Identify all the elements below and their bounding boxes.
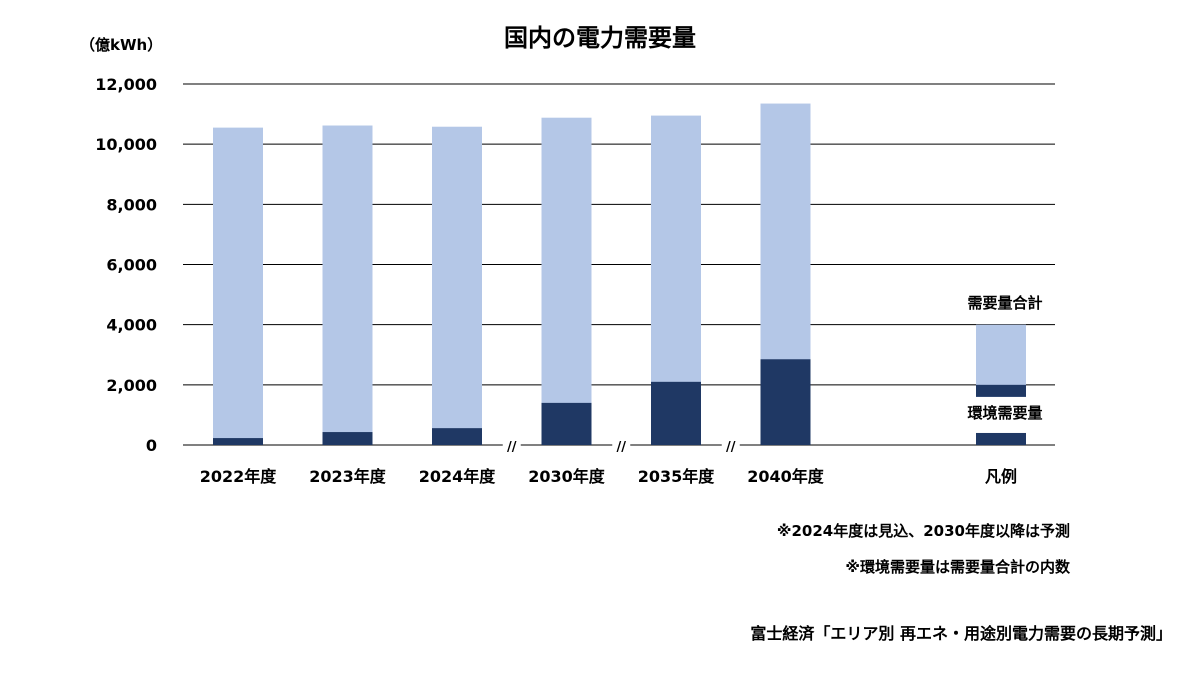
bar-env-2040年度 xyxy=(760,359,811,445)
x-category-label: 2023年度 xyxy=(309,467,387,486)
note-env-subset: ※環境需要量は需要量合計の内数 xyxy=(845,558,1070,576)
legend-total-inner-env xyxy=(976,384,1026,397)
y-tick-label: 0 xyxy=(146,436,157,455)
axis-breaks: // // // xyxy=(502,440,740,455)
bar-env-2024年度 xyxy=(432,428,482,445)
legend-env-swatch xyxy=(976,432,1026,445)
bar-env-2030年度 xyxy=(541,402,592,445)
y-axis-ticks: 0 2,000 4,000 6,000 8,000 10,000 12,000 xyxy=(95,75,157,455)
gridlines xyxy=(183,83,1055,446)
y-tick-label: 8,000 xyxy=(106,195,157,214)
bar-total-2030年度 xyxy=(541,117,592,446)
x-category-label: 2030年度 xyxy=(528,467,606,486)
axis-break-mark: // xyxy=(507,440,517,455)
bar-total-2022年度 xyxy=(213,127,263,445)
y-axis-unit-label: （億kWh） xyxy=(80,36,163,54)
x-axis-categories: 2022年度 2023年度 2024年度 2030年度 2035年度 2040年度 xyxy=(200,467,825,486)
axis-break-mark: // xyxy=(617,440,627,455)
axis-break-mark: // xyxy=(726,440,736,455)
axis-break-mask xyxy=(502,441,521,451)
y-tick-label: 12,000 xyxy=(95,75,157,94)
source-credit: 富士経済「エリア別 再エネ・用途別電力需要の長期予測」 xyxy=(750,624,1172,643)
x-category-label: 2024年度 xyxy=(419,467,497,486)
bar-env-2022年度 xyxy=(213,438,263,445)
chart-title: 国内の電力需要量 xyxy=(504,24,696,52)
y-tick-label: 4,000 xyxy=(106,316,157,335)
legend-env-label: 環境需要量 xyxy=(967,404,1042,422)
axis-break-mask xyxy=(612,441,631,451)
legend-title: 凡例 xyxy=(985,467,1017,486)
bar-total-2023年度 xyxy=(322,125,373,445)
x-category-label: 2040年度 xyxy=(747,467,825,486)
bars xyxy=(213,103,811,446)
x-category-label: 2022年度 xyxy=(200,467,278,486)
legend-total-label: 需要量合計 xyxy=(967,294,1042,312)
axis-break-mask xyxy=(721,441,740,451)
bar-total-2024年度 xyxy=(432,126,482,446)
y-tick-label: 10,000 xyxy=(95,135,157,154)
legend-total-swatch xyxy=(976,324,1026,397)
y-tick-label: 6,000 xyxy=(106,256,157,275)
y-tick-label: 2,000 xyxy=(106,376,157,395)
x-category-label: 2035年度 xyxy=(638,467,716,486)
note-forecast: ※2024年度は見込、2030年度以降は予測 xyxy=(776,522,1070,540)
bar-env-2023年度 xyxy=(322,432,373,445)
bar-env-2035年度 xyxy=(651,381,701,445)
